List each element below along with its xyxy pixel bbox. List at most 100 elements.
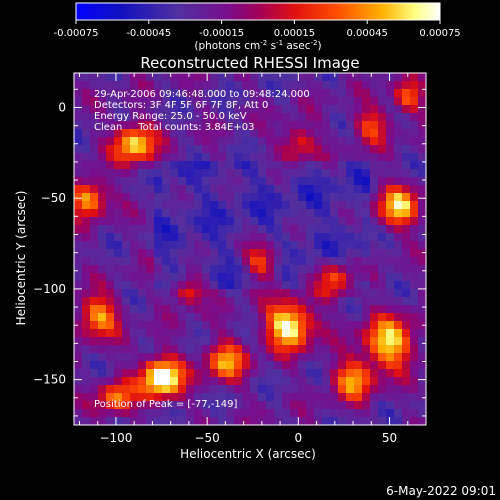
heatmap-cell	[274, 113, 283, 122]
heatmap-cell	[186, 273, 195, 282]
heatmap-cell	[226, 409, 235, 418]
y-tick-label: 0	[58, 100, 66, 114]
heatmap-cell	[242, 169, 251, 178]
heatmap-cell	[226, 297, 235, 306]
heatmap-cell	[282, 305, 291, 314]
heatmap-cell	[170, 217, 179, 226]
heatmap-cell	[346, 337, 355, 346]
heatmap-cell	[250, 241, 259, 250]
heatmap-cell	[186, 129, 195, 138]
heatmap-cell	[402, 169, 411, 178]
heatmap-cell	[122, 417, 131, 425]
heatmap-cell	[410, 153, 419, 162]
heatmap-cell	[314, 393, 323, 402]
heatmap-cell	[298, 353, 307, 362]
heatmap-cell	[250, 129, 259, 138]
heatmap-cell	[170, 409, 179, 418]
heatmap-cell	[402, 313, 411, 322]
heatmap-cell	[378, 233, 387, 242]
heatmap-cell	[362, 401, 371, 410]
heatmap-cell	[194, 97, 203, 106]
heatmap-cell	[250, 409, 259, 418]
heatmap-cell	[106, 105, 115, 114]
heatmap-cell	[370, 201, 379, 210]
heatmap-cell	[290, 129, 299, 138]
heatmap-cell	[146, 161, 155, 170]
heatmap-cell	[90, 113, 99, 122]
heatmap-cell	[194, 201, 203, 210]
heatmap-cell	[338, 129, 347, 138]
heatmap-cell	[162, 337, 171, 346]
heatmap-cell	[194, 105, 203, 114]
heatmap-cell	[298, 185, 307, 194]
heatmap-cell	[146, 289, 155, 298]
heatmap-cell	[138, 321, 147, 330]
heatmap-cell	[410, 385, 419, 394]
heatmap-cell	[314, 129, 323, 138]
heatmap-cell	[210, 273, 219, 282]
heatmap-cell	[410, 281, 419, 290]
heatmap-cell	[386, 185, 395, 194]
heatmap-cell	[282, 401, 291, 410]
heatmap-cell	[82, 209, 91, 218]
heatmap-cell	[234, 105, 243, 114]
heatmap-cell	[418, 281, 426, 290]
heatmap-cell	[178, 145, 187, 154]
heatmap-cell	[314, 329, 323, 338]
heatmap-cell	[346, 193, 355, 202]
heatmap-cell	[410, 417, 419, 425]
heatmap-cell	[74, 233, 83, 242]
heatmap-cell	[162, 113, 171, 122]
heatmap-cell	[338, 393, 347, 402]
heatmap-cell	[178, 241, 187, 250]
heatmap-cell	[82, 265, 91, 274]
heatmap-cell	[122, 289, 131, 298]
heatmap-cell	[250, 193, 259, 202]
heatmap-cell	[402, 225, 411, 234]
heatmap-cell	[354, 305, 363, 314]
heatmap-cell	[98, 241, 107, 250]
heatmap-cell	[306, 345, 315, 354]
heatmap-cell	[202, 225, 211, 234]
heatmap-cell	[178, 225, 187, 234]
heatmap-cell	[306, 249, 315, 258]
heatmap-cell	[274, 225, 283, 234]
heatmap-cell	[202, 201, 211, 210]
heatmap-cell	[298, 217, 307, 226]
heatmap-cell	[186, 401, 195, 410]
heatmap-cell	[274, 201, 283, 210]
heatmap-cell	[266, 145, 275, 154]
heatmap-cell	[186, 393, 195, 402]
heatmap-cell	[234, 329, 243, 338]
heatmap-cell	[274, 281, 283, 290]
heatmap-cell	[330, 385, 339, 394]
heatmap-cell	[202, 73, 211, 82]
heatmap-cell	[98, 305, 107, 314]
heatmap-cell	[370, 81, 379, 90]
heatmap-cell	[186, 201, 195, 210]
heatmap-cell	[250, 209, 259, 218]
heatmap-cell	[138, 289, 147, 298]
heatmap-cell	[162, 89, 171, 98]
heatmap-cell	[170, 241, 179, 250]
heatmap-cell	[74, 321, 83, 330]
heatmap-cell	[226, 417, 235, 425]
heatmap-cell	[298, 121, 307, 130]
heatmap-cell	[354, 265, 363, 274]
heatmap-cell	[98, 129, 107, 138]
heatmap-cell	[122, 353, 131, 362]
heatmap-cell	[122, 265, 131, 274]
heatmap-cell	[298, 201, 307, 210]
heatmap-cell	[370, 233, 379, 242]
heatmap-cell	[234, 193, 243, 202]
heatmap-cell	[370, 177, 379, 186]
heatmap-cell	[274, 193, 283, 202]
heatmap-cell	[210, 161, 219, 170]
heatmap-cell	[378, 185, 387, 194]
heatmap-cell	[266, 377, 275, 386]
heatmap-cell	[250, 225, 259, 234]
heatmap-cell	[162, 137, 171, 146]
heatmap-cell	[402, 369, 411, 378]
heatmap-cell	[90, 177, 99, 186]
heatmap-cell	[266, 97, 275, 106]
